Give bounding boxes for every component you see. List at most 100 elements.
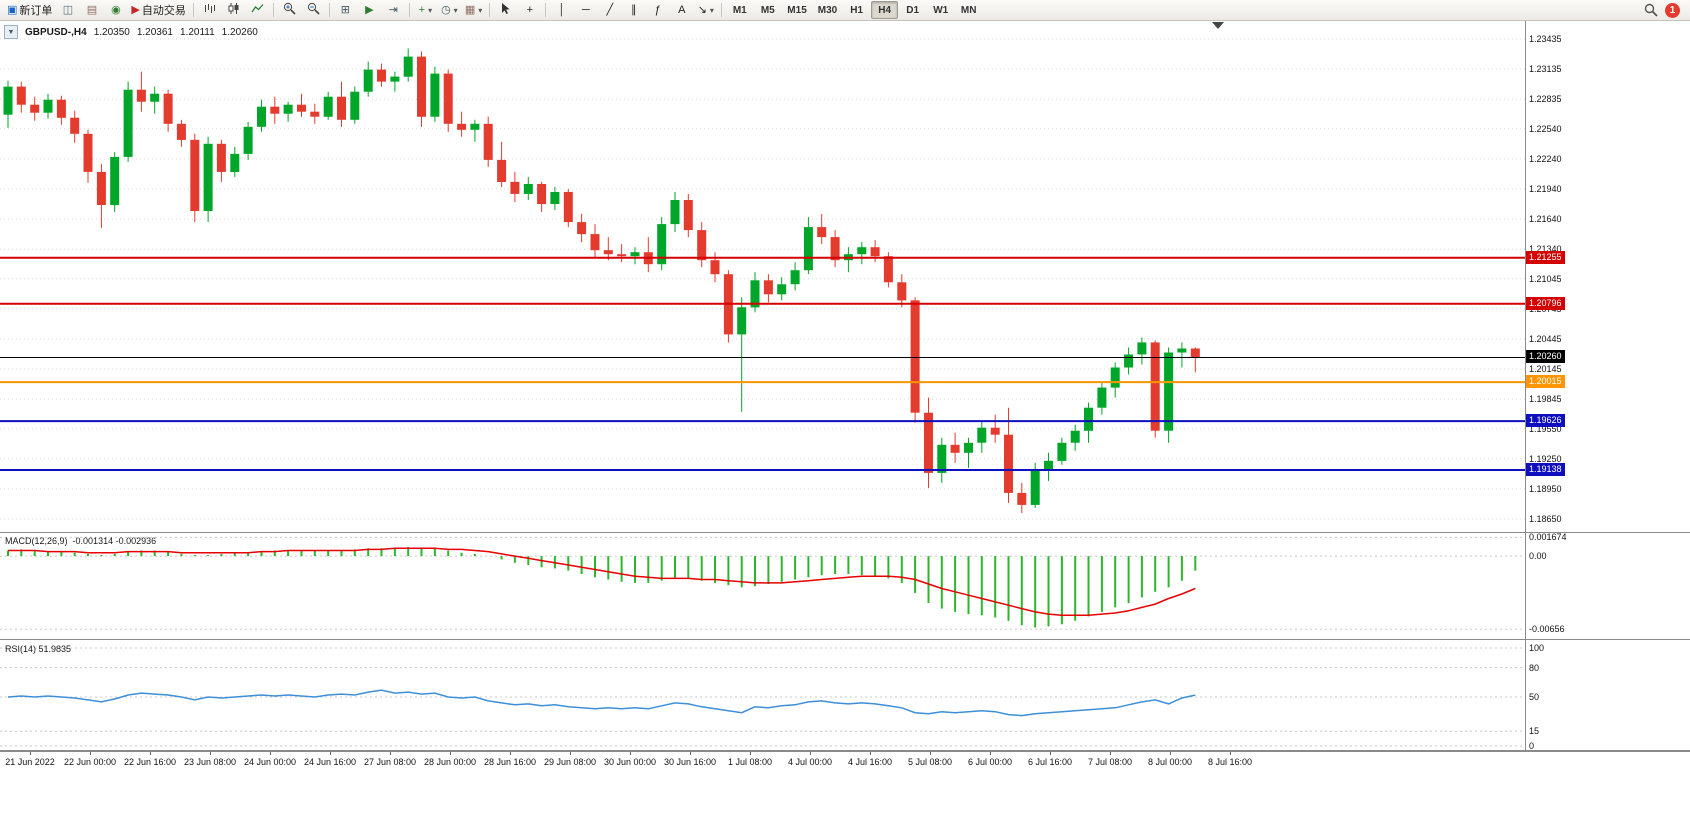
crosshair-button[interactable]: + [518, 1, 541, 20]
price-axis-border [1525, 21, 1526, 751]
time-axis-label: 8 Jul 16:00 [1207, 757, 1253, 767]
notification-badge[interactable]: 1 [1665, 2, 1680, 18]
toolbar-separator [272, 3, 274, 17]
macd-panel[interactable] [0, 534, 1525, 638]
dropdown-arrow-icon: ▾ [478, 5, 483, 15]
quote-low: 1.20111 [180, 26, 215, 38]
macd-signal-value: -0.002936 [115, 536, 157, 546]
time-axis[interactable]: 21 Jun 2022 22 Jun 00:00 22 Jun 16:00 23… [0, 751, 1690, 774]
rsi-axis-label: 15 [1529, 726, 1540, 736]
chart-window-button[interactable]: ◫ [56, 1, 79, 20]
candlestick-icon [227, 2, 240, 18]
price-axis-label: 1.22540 [1529, 124, 1562, 134]
toolbar-separator [328, 3, 330, 17]
cursor-icon [499, 2, 512, 18]
text-icon: A [678, 3, 686, 16]
price-axis-label: 1.22835 [1529, 94, 1562, 104]
timeframe-d1-button[interactable]: D1 [906, 4, 920, 16]
zoom-in-button[interactable] [278, 1, 301, 20]
candlestick-chart[interactable] [0, 21, 1525, 532]
text-button[interactable]: A [670, 1, 693, 20]
timeframe-w1-button[interactable]: W1 [933, 4, 949, 16]
timeframe-m30-button[interactable]: M30 [817, 4, 838, 16]
timeframe-h1-button[interactable]: H1 [850, 4, 864, 16]
rsi-panel[interactable] [0, 642, 1525, 750]
macd-axis-label: -0.00656 [1529, 624, 1565, 634]
price-axis-label: 1.22240 [1529, 154, 1562, 164]
chart-window: ▼ GBPUSD-,H4 1.20350 1.20361 1.20111 1.2… [0, 21, 1690, 831]
toolbar-separator [489, 3, 491, 17]
tile-windows-button[interactable]: ⊞ [334, 1, 357, 20]
line-chart-icon [251, 2, 264, 18]
alerts-button[interactable]: ◉ [104, 1, 127, 20]
periods-button[interactable]: ◷ ▾ [438, 1, 461, 20]
time-tick [90, 752, 91, 755]
line-chart-button[interactable] [246, 1, 269, 20]
quote-high: 1.20361 [136, 26, 173, 38]
cursor-button[interactable] [494, 1, 517, 20]
autotrading-button[interactable]: ▶ 自动交易 [128, 1, 188, 20]
price-axis-label: 1.21340 [1529, 244, 1562, 254]
price-axis-label: 1.21640 [1529, 214, 1562, 224]
trendline-button[interactable]: ╱ [598, 1, 621, 20]
timeframe-m1-button[interactable]: M1 [732, 4, 747, 16]
toolbar-separator [545, 3, 547, 17]
macd-axis-label: 0.00 [1529, 551, 1547, 561]
time-tick [150, 752, 151, 755]
time-axis-label: 24 Jun 00:00 [243, 757, 297, 767]
candlestick-chart-button[interactable] [222, 1, 245, 20]
timeframe-m5-button[interactable]: M5 [760, 4, 775, 16]
vertical-line-button[interactable]: │ [550, 1, 573, 20]
panel-separator[interactable] [0, 639, 1690, 640]
time-tick [1110, 752, 1111, 755]
zoom-out-button[interactable] [302, 1, 325, 20]
fibonacci-icon: ƒ [654, 3, 661, 16]
fibonacci-button[interactable]: ƒ [646, 1, 669, 20]
time-tick [630, 752, 631, 755]
search-icon [1644, 3, 1658, 17]
time-tick [870, 752, 871, 755]
zoom-out-icon [307, 2, 320, 18]
timeframe-h4-button[interactable]: H4 [871, 1, 899, 19]
price-axis[interactable]: 1.23435 1.23135 1.22835 1.22540 1.22240 1.219… [1526, 21, 1690, 751]
channel-button[interactable]: ∥ [622, 1, 645, 20]
price-axis-label: 1.20445 [1529, 334, 1562, 344]
zoom-in-icon [283, 2, 296, 18]
price-axis-label: 1.20145 [1529, 364, 1562, 374]
time-tick [390, 752, 391, 755]
search-button[interactable] [1639, 1, 1662, 20]
one-click-trading-collapse-icon[interactable]: ▼ [4, 25, 18, 39]
chart-shift-button[interactable]: ⇥ [382, 1, 405, 20]
panel-separator[interactable] [0, 750, 1690, 751]
auto-scroll-button[interactable]: ▶ [358, 1, 381, 20]
rsi-axis-label: 0 [1529, 741, 1535, 751]
time-axis-label: 29 Jun 08:00 [543, 757, 597, 767]
panel-separator[interactable] [0, 532, 1690, 533]
rsi-axis-label: 50 [1529, 692, 1540, 702]
time-tick [30, 752, 31, 755]
price-axis-label: 1.19550 [1529, 424, 1562, 434]
timeframe-m15-button[interactable]: M15 [787, 4, 807, 16]
horizontal-line-button[interactable]: ─ [574, 1, 597, 20]
time-axis-label: 28 Jun 16:00 [483, 757, 537, 767]
toolbar-separator [721, 3, 723, 17]
time-tick [1050, 752, 1051, 755]
macd-label: MACD(12,26,9) -0.001314 -0.002936 [5, 536, 157, 546]
price-axis-label: 1.23135 [1529, 64, 1562, 74]
bar-chart-button[interactable] [198, 1, 221, 20]
time-axis-label: 4 Jul 00:00 [787, 757, 833, 767]
indicators-button[interactable]: + ▾ [414, 1, 437, 20]
templates-button[interactable]: ▦ ▾ [462, 1, 485, 20]
profiles-button[interactable]: ▤ [80, 1, 103, 20]
arrows-button[interactable]: ↘ ▾ [694, 1, 717, 20]
time-axis-label: 6 Jul 00:00 [967, 757, 1013, 767]
clock-icon: ◷ [441, 3, 451, 16]
price-line-badge: 1.19138 [1526, 463, 1565, 476]
time-axis-label: 7 Jul 08:00 [1087, 757, 1133, 767]
macd-main-value: -0.001314 [72, 536, 114, 546]
time-tick [930, 752, 931, 755]
speaker-icon: ◉ [111, 3, 121, 16]
new-order-button[interactable]: ▣ 新订单 [4, 1, 55, 20]
chart-shift-marker[interactable] [1212, 22, 1224, 29]
timeframe-mn-button[interactable]: MN [960, 4, 977, 16]
